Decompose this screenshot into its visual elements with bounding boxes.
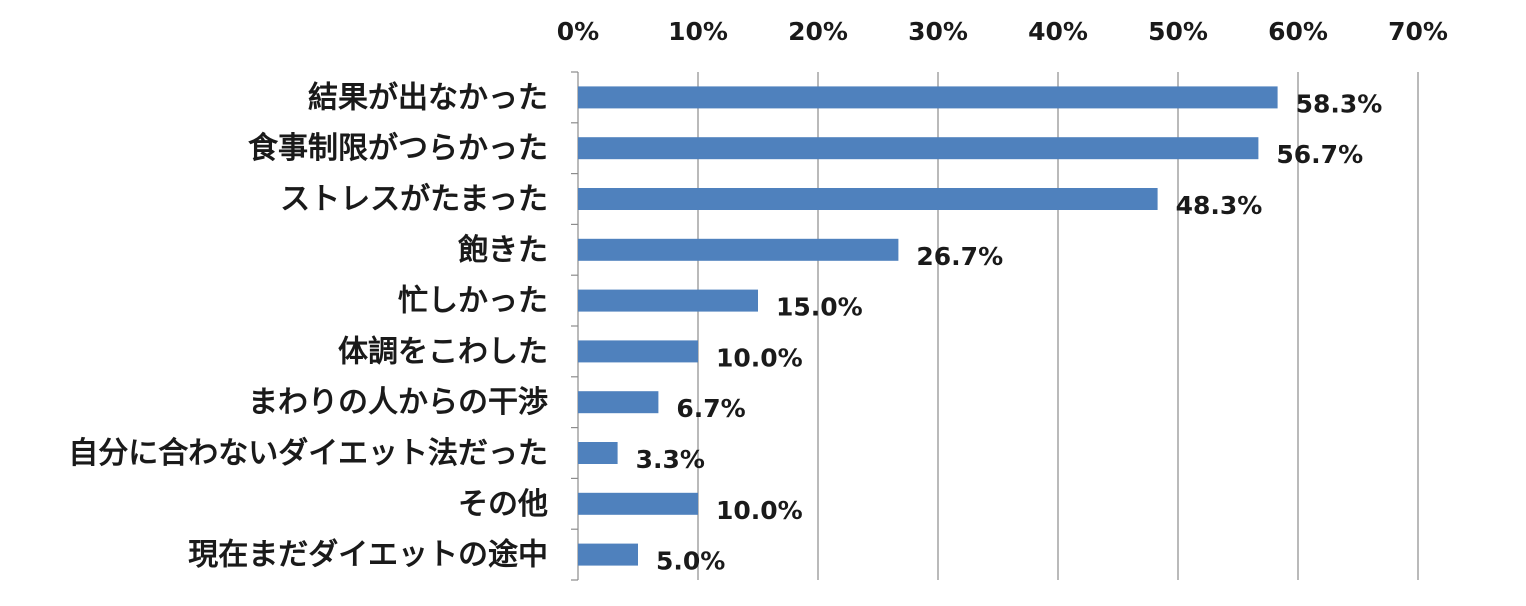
x-tick-label: 70% — [1388, 17, 1448, 46]
x-tick-label: 60% — [1268, 17, 1328, 46]
data-label: 26.7% — [916, 242, 1003, 271]
bar — [578, 137, 1259, 160]
category-label: 現在まだダイエットの途中 — [188, 538, 548, 573]
category-label: 飽きた — [458, 233, 548, 268]
data-label: 5.0% — [656, 547, 725, 576]
category-label: 忙しかった — [398, 284, 548, 319]
bar — [578, 492, 698, 515]
x-tick-label: 0% — [557, 17, 599, 46]
x-tick-label: 40% — [1028, 17, 1088, 46]
category-label: ストレスがたまった — [280, 182, 548, 217]
bar — [578, 238, 899, 261]
x-tick-label: 20% — [788, 17, 848, 46]
data-label: 48.3% — [1176, 191, 1263, 220]
data-label: 3.3% — [636, 445, 705, 474]
x-tick-label: 30% — [908, 17, 968, 46]
category-label: 食事制限がつらかった — [248, 131, 548, 166]
data-label: 10.0% — [716, 343, 803, 372]
data-label: 15.0% — [776, 293, 863, 322]
bar — [578, 442, 618, 464]
bar — [578, 391, 659, 414]
category-label: 自分に合わないダイエット法だった — [68, 436, 548, 471]
data-label: 6.7% — [676, 394, 745, 423]
data-label: 58.3% — [1296, 89, 1383, 118]
bar — [578, 289, 758, 312]
data-label: 56.7% — [1276, 140, 1363, 169]
x-tick-label: 10% — [668, 17, 728, 46]
category-label: 結果が出なかった — [308, 80, 548, 115]
bar — [578, 188, 1158, 210]
bar — [578, 340, 698, 363]
bar — [578, 86, 1278, 109]
bar — [578, 543, 638, 566]
category-label: 体調をこわした — [338, 334, 548, 369]
data-label: 10.0% — [716, 496, 803, 525]
x-tick-label: 50% — [1148, 17, 1208, 46]
category-label: その他 — [458, 487, 548, 522]
category-label: まわりの人からの干渉 — [248, 385, 548, 420]
